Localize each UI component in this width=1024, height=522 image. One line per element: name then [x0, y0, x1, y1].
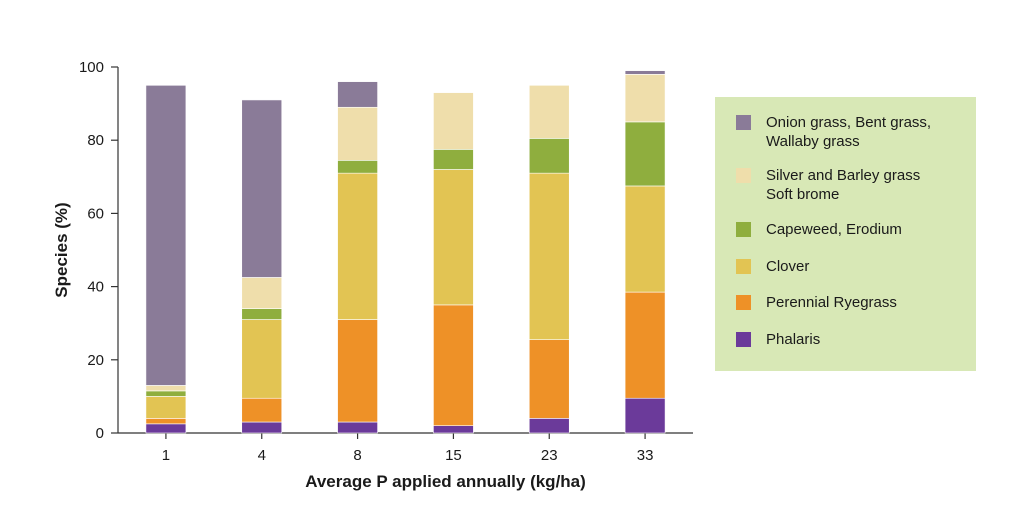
bar-segment-perennial-ryegrass [433, 304, 474, 426]
bar-segment-clover [241, 319, 283, 399]
bar-segment-clover [624, 185, 666, 293]
bar-segment-onion-grass-bent-grass-wallaby-grass [241, 99, 283, 278]
legend-background [715, 97, 976, 371]
bar-segment-phalaris [528, 418, 570, 434]
bar-segment-silver-and-barley-grass-soft-brome [337, 106, 378, 161]
legend-label-phalaris: Phalaris [766, 331, 820, 348]
bar-segment-perennial-ryegrass [145, 418, 187, 425]
y-tick-label: 100 [79, 59, 104, 76]
bar-segment-clover [337, 172, 378, 320]
bar-segment-clover [433, 169, 474, 306]
bar-segment-phalaris [337, 421, 378, 434]
x-tick-label: 8 [353, 447, 361, 464]
bar-segment-phalaris [624, 397, 666, 434]
bar-segment-capeweed-erodium [241, 308, 283, 320]
x-tick-label: 23 [541, 447, 558, 464]
bar-segment-phalaris [241, 421, 283, 434]
bar-segment-capeweed-erodium [337, 160, 378, 174]
y-tick-label: 40 [87, 279, 104, 296]
legend-label-onion: Onion grass, Bent grass, [766, 114, 931, 131]
bar-segment-phalaris [145, 423, 187, 434]
bar-segment-capeweed-erodium [145, 390, 187, 397]
x-tick-label: 4 [258, 447, 266, 464]
legend-label-ryegrass: Perennial Ryegrass [766, 294, 897, 311]
legend-swatch-ryegrass [736, 295, 751, 310]
bar-segment-silver-and-barley-grass-soft-brome [241, 277, 283, 309]
bar-segment-clover [145, 396, 187, 419]
bar-segment-onion-grass-bent-grass-wallaby-grass [145, 85, 187, 386]
bar-segment-capeweed-erodium [528, 138, 570, 174]
legend-label-silver: Silver and Barley grass [766, 167, 920, 184]
bar-segment-phalaris [433, 425, 474, 434]
y-tick-label: 80 [87, 132, 104, 149]
legend-swatch-phalaris [736, 332, 751, 347]
bar-segment-silver-and-barley-grass-soft-brome [528, 85, 570, 139]
legend-swatch-silver [736, 168, 751, 183]
legend-swatch-onion [736, 115, 751, 130]
bar-segment-perennial-ryegrass [337, 319, 378, 423]
legend-label-silver: Soft brome [766, 186, 839, 203]
legend-swatch-clover [736, 259, 751, 274]
bar-segment-clover [528, 172, 570, 340]
y-tick-label: 60 [87, 205, 104, 222]
bar-segment-capeweed-erodium [433, 149, 474, 170]
x-tick-label: 15 [445, 447, 462, 464]
bar-segment-onion-grass-bent-grass-wallaby-grass [624, 70, 666, 75]
bar-segment-silver-and-barley-grass-soft-brome [145, 385, 187, 392]
y-axis-title: Species (%) [52, 202, 71, 297]
x-tick-label: 33 [637, 447, 654, 464]
bar-segment-silver-and-barley-grass-soft-brome [433, 92, 474, 150]
y-tick-label: 0 [96, 425, 104, 442]
plot-area: 0 20 40 60 80 100 1 4 8 15 23 33 Average P applied a… [52, 59, 693, 491]
bar-segment-perennial-ryegrass [528, 339, 570, 419]
x-axis-title: Average P applied annually (kg/ha) [305, 472, 586, 491]
bar-segment-onion-grass-bent-grass-wallaby-grass [337, 81, 378, 108]
legend-swatch-capeweed [736, 222, 751, 237]
legend-label-clover: Clover [766, 258, 809, 275]
legend-label-onion: Wallaby grass [766, 133, 860, 150]
x-tick-label: 1 [162, 447, 170, 464]
bar-segment-perennial-ryegrass [241, 397, 283, 423]
legend-label-capeweed: Capeweed, Erodium [766, 221, 902, 238]
bar-segment-silver-and-barley-grass-soft-brome [624, 74, 666, 123]
legend: Onion grass, Bent grass, Wallaby grass Sil… [715, 97, 976, 371]
y-tick-label: 20 [87, 352, 104, 369]
bar-segment-perennial-ryegrass [624, 291, 666, 399]
bar-segment-capeweed-erodium [624, 121, 666, 187]
